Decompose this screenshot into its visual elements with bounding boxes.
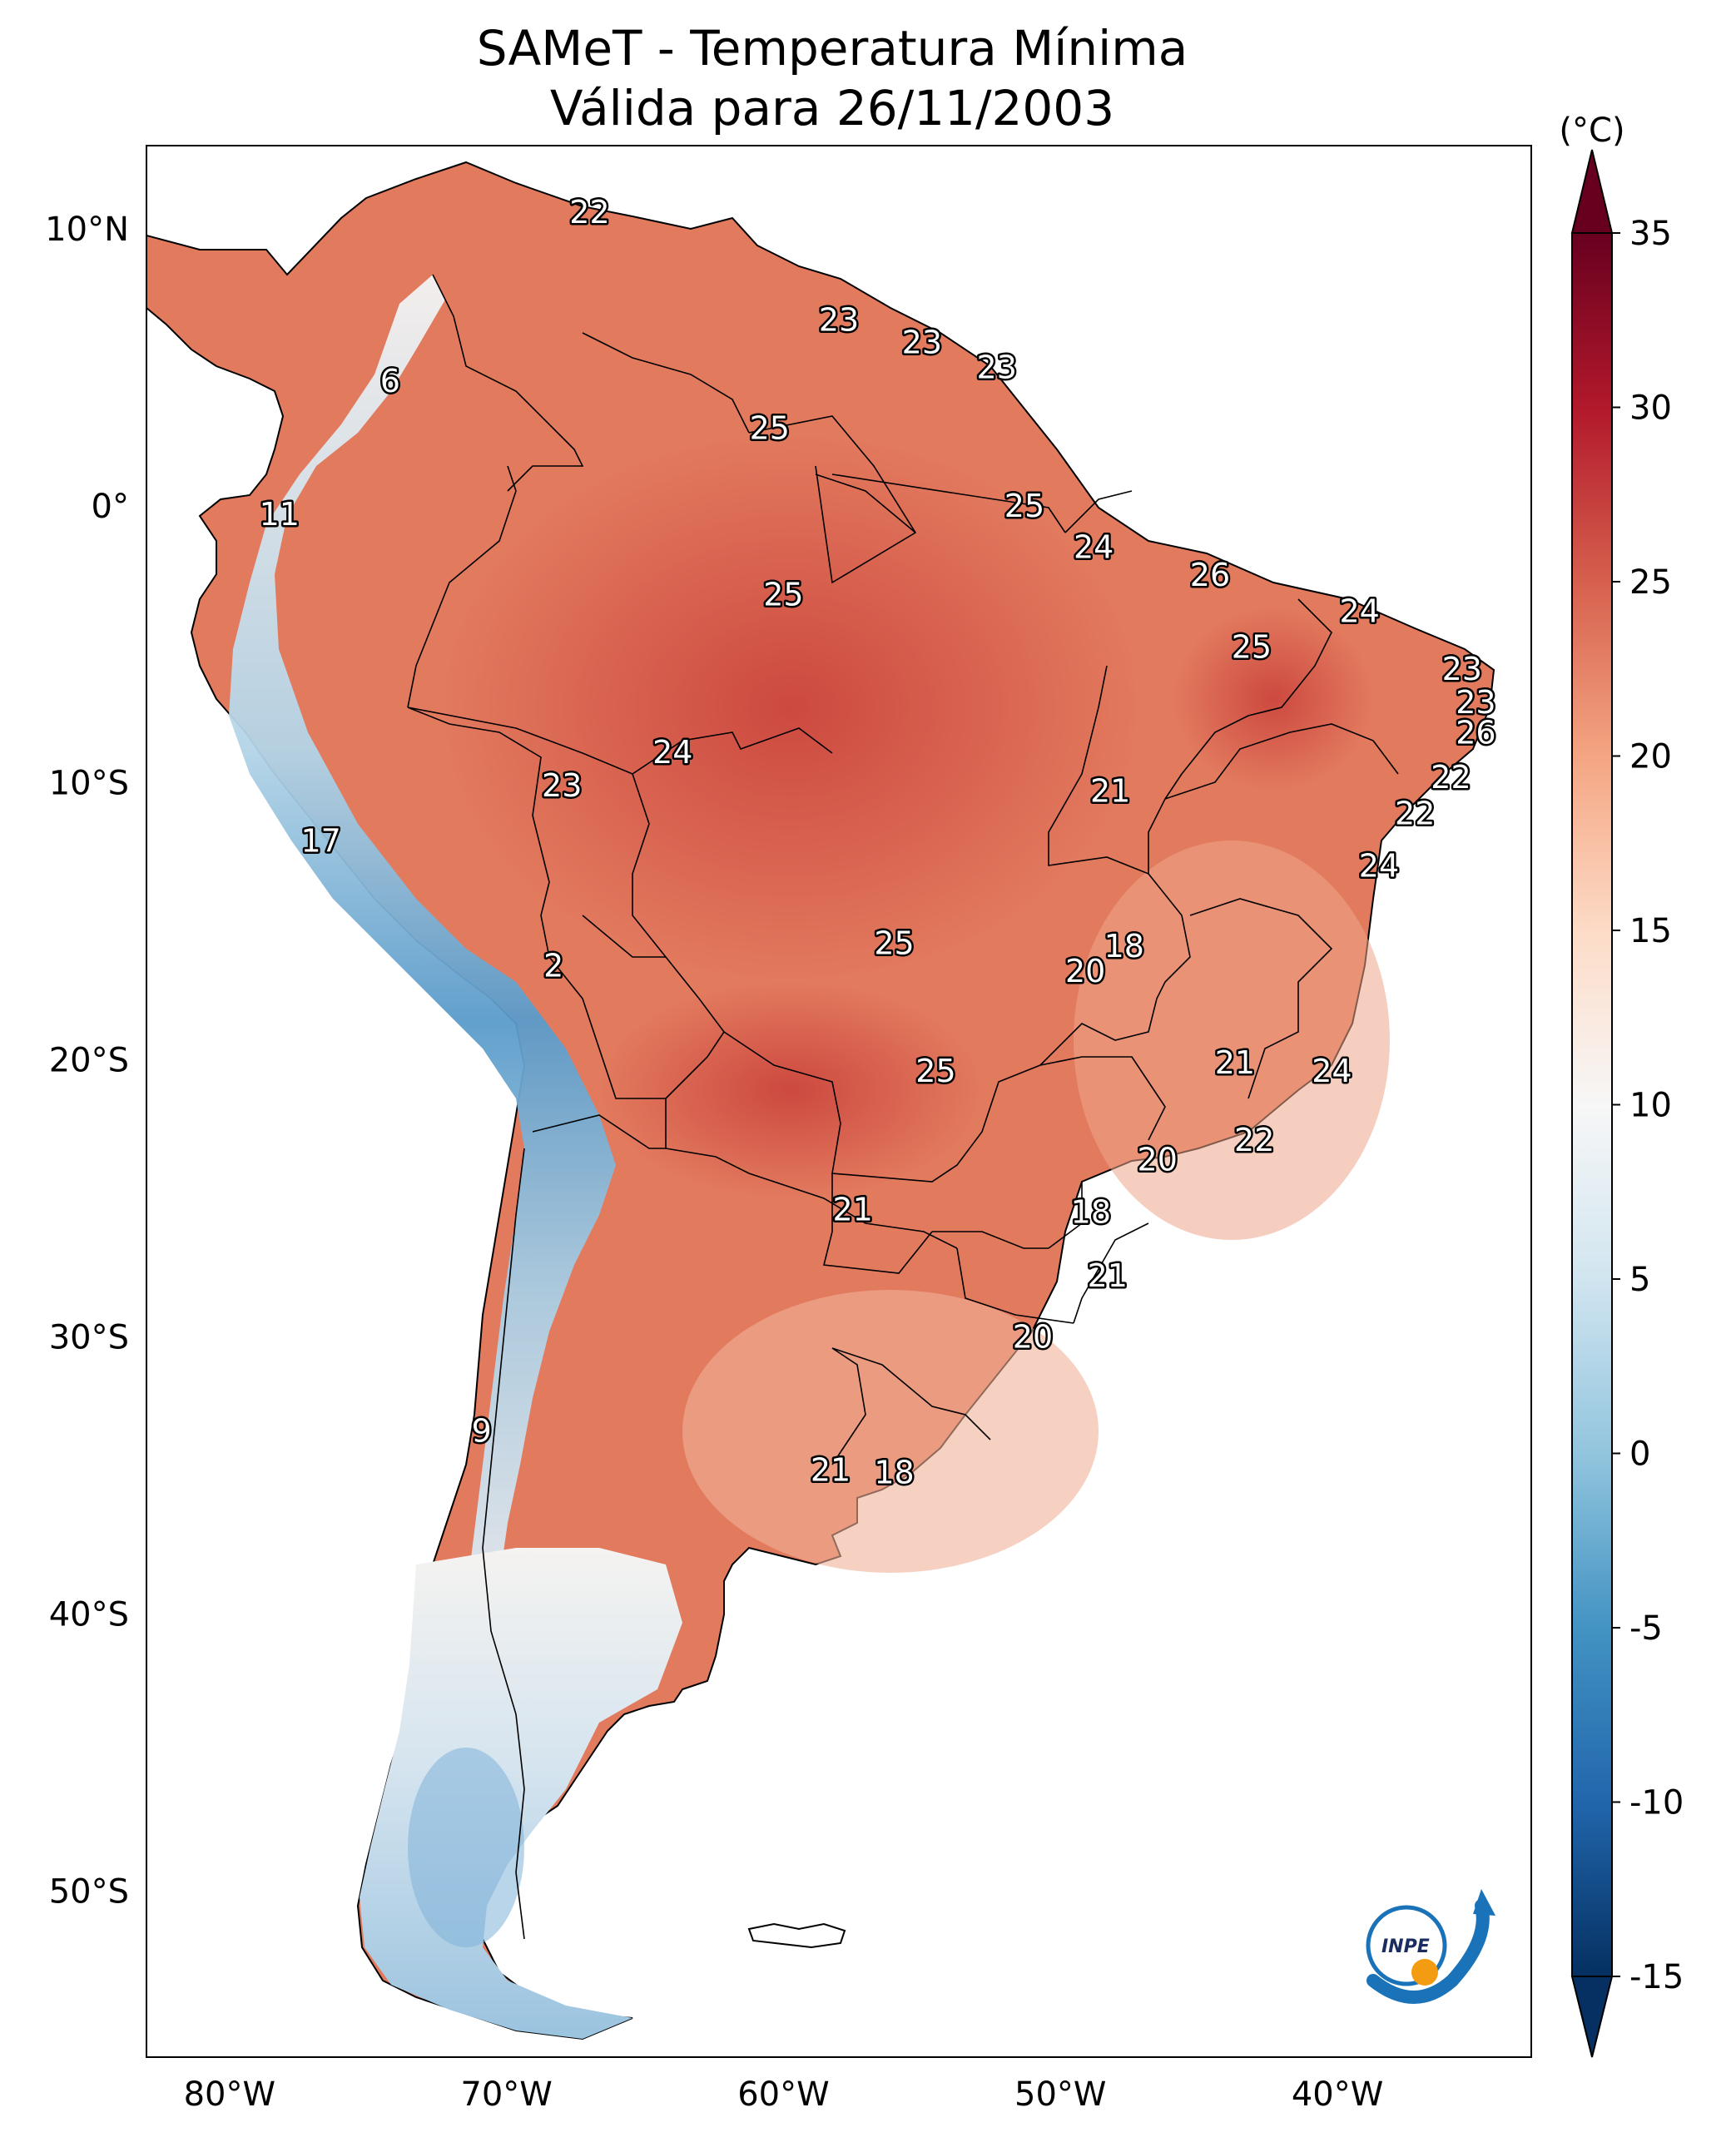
colorbar-tick-label: 5 [1629, 1261, 1650, 1299]
hot-northeast-zone [1173, 607, 1373, 791]
temperature-label: 21 [1215, 1044, 1255, 1081]
colorbar-tick-label: 0 [1629, 1435, 1650, 1474]
inpe-logo: INPE [1366, 1889, 1495, 2004]
colorbar-tick-label: -10 [1629, 1784, 1684, 1822]
colorbar-tick-label: -5 [1629, 1609, 1663, 1648]
temperature-label: 22 [569, 194, 609, 231]
temperature-label: 9 [472, 1413, 492, 1450]
latitude-label: 10°N [45, 211, 129, 249]
latitude-label: 0° [92, 488, 129, 526]
colorbar-scale [1571, 232, 1613, 1977]
colorbar-unit: (°C) [1559, 112, 1624, 150]
latitude-label: 10°S [49, 765, 129, 803]
latitude-labels: 10°N 0° 10°S 20°S 30°S 40°S 50°S [45, 211, 129, 1911]
title-line-1: SAMeT - Temperatura Mínima [477, 20, 1188, 77]
temperature-label: 25 [763, 576, 803, 612]
temperature-label: 18 [1104, 928, 1144, 964]
temperature-label: 18 [1071, 1194, 1111, 1231]
temperature-label: 22 [1431, 759, 1471, 796]
temperature-label: 23 [1456, 684, 1495, 721]
temperature-label: 25 [874, 925, 914, 962]
pampa-zone [682, 1290, 1099, 1573]
inpe-logo-text: INPE [1381, 1936, 1430, 1957]
colorbar-tick-label: 25 [1629, 563, 1672, 602]
title-line-2: Válida para 26/11/2003 [550, 80, 1114, 136]
latitude-label: 40°S [49, 1595, 129, 1634]
temperature-label: 20 [1013, 1318, 1053, 1355]
temperature-label: 24 [1359, 848, 1399, 885]
temperature-label: 23 [977, 349, 1017, 385]
patagonia-zone [360, 1548, 682, 2039]
longitude-label: 40°W [1292, 2075, 1383, 2114]
temperature-label: 21 [832, 1191, 872, 1227]
temperature-label: 22 [1234, 1122, 1274, 1158]
longitude-label: 70°W [460, 2075, 552, 2114]
temperature-label: 21 [1090, 773, 1130, 810]
temperature-label: 24 [1339, 593, 1379, 629]
temperature-label: 20 [1065, 953, 1105, 989]
temperature-label: 26 [1456, 715, 1495, 751]
temperature-label: 23 [902, 324, 942, 360]
map-frame [146, 145, 1532, 2058]
colorbar-tick-label: 20 [1629, 738, 1672, 776]
temperature-label: 24 [652, 734, 692, 771]
colorbar-tick-label: -15 [1629, 1958, 1684, 1996]
colorbar-tick-label: 15 [1629, 912, 1672, 950]
longitude-label: 50°W [1014, 2075, 1106, 2114]
temperature-label: 23 [1442, 651, 1482, 687]
temperature-label: 25 [1232, 629, 1272, 666]
andes-cold-band [229, 275, 616, 1631]
colorbar-tick-label: 10 [1629, 1087, 1672, 1125]
cool-plateau-zone [1074, 840, 1390, 1240]
temperature-label: 18 [874, 1455, 914, 1491]
temperature-label: 22 [1395, 795, 1435, 831]
temperature-label: 25 [915, 1053, 955, 1089]
temperature-label: 20 [1138, 1141, 1178, 1178]
temperature-label: 17 [300, 823, 340, 860]
borders [407, 274, 1399, 1940]
latitude-label: 20°S [49, 1042, 129, 1080]
colorbar-tick-label: 30 [1629, 389, 1672, 428]
temperature-label: 2 [543, 947, 563, 984]
colorbar-tick-label: 35 [1629, 215, 1672, 253]
hot-amazon-zone [441, 433, 1140, 982]
longitude-label: 80°W [184, 2075, 275, 2114]
temperature-label: 26 [1190, 557, 1230, 593]
temperature-label: 24 [1312, 1053, 1352, 1089]
falklands [747, 1922, 846, 1949]
temperature-label: 21 [811, 1451, 851, 1488]
map-area [146, 161, 1495, 2040]
temperature-label: 11 [260, 496, 300, 533]
temperature-label: 21 [1088, 1257, 1128, 1294]
temperature-label: 25 [750, 410, 790, 447]
latitude-label: 50°S [49, 1872, 129, 1911]
temperature-label: 23 [819, 302, 859, 339]
colorbar-bottom-arrow [1570, 1976, 1614, 2058]
longitude-label: 60°W [737, 2075, 829, 2114]
temperature-label: 23 [542, 767, 582, 804]
longitude-labels: 80°W 70°W 60°W 50°W 40°W [184, 2075, 1384, 2114]
latitude-label: 30°S [49, 1318, 129, 1356]
colorbar-top-arrow [1570, 149, 1614, 234]
temperature-label: 24 [1074, 529, 1114, 566]
colorbar: (°C) 35 30 25 20 15 10 5 0 -5 -10 -15 [1559, 112, 1684, 2058]
hot-chaco-zone [599, 982, 982, 1198]
colorbar-ticks: 35 30 25 20 15 10 5 0 -5 -10 -15 [1612, 215, 1684, 1996]
patagonia-cold-core [408, 1748, 524, 1947]
temperature-label: 25 [1004, 488, 1044, 524]
temperature-label: 6 [380, 363, 400, 399]
